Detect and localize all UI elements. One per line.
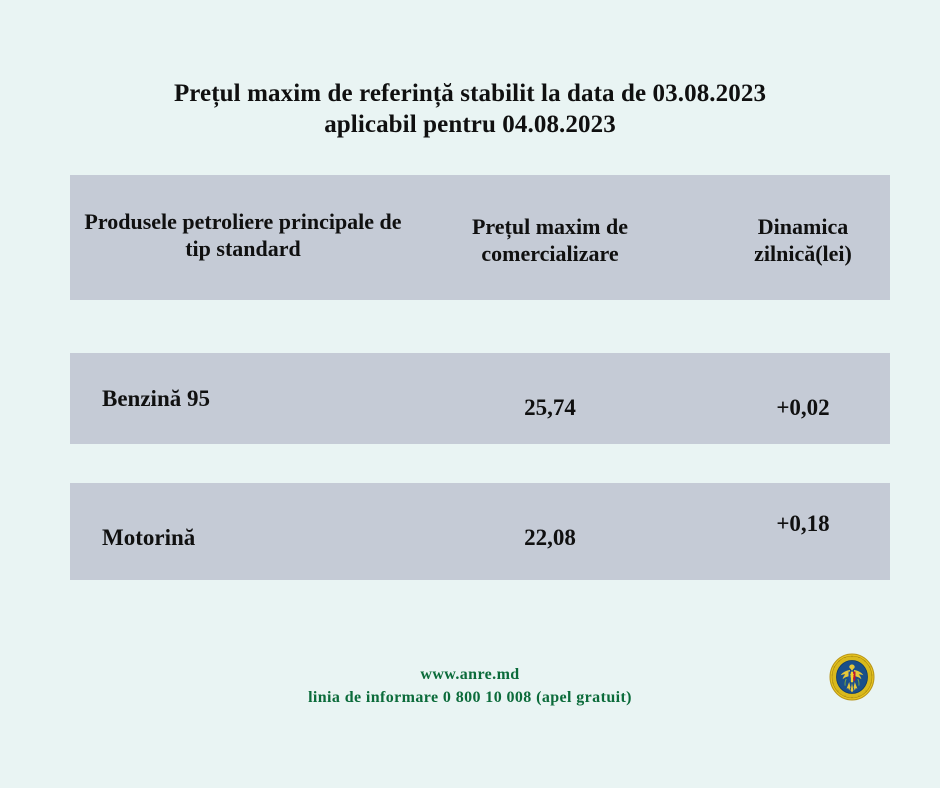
- footer-contact: www.anre.md linia de informare 0 800 10 …: [0, 663, 940, 709]
- table-header-row: Produsele petroliere principale de tip s…: [70, 175, 890, 300]
- footer-infoline: linia de informare 0 800 10 008 (apel gr…: [308, 689, 632, 706]
- column-header-price: Prețul maxim de comercializare: [471, 214, 628, 266]
- column-header-product: Produsele petroliere principale de tip s…: [84, 209, 402, 261]
- cell-product-name: Motorină: [102, 525, 196, 550]
- anre-emblem-icon: [828, 653, 876, 701]
- page-title: Prețul maxim de referință stabilit la da…: [0, 78, 940, 140]
- cell-max-price: 22,08: [524, 525, 576, 550]
- page-title-line-1: Prețul maxim de referință stabilit la da…: [173, 80, 767, 107]
- table-row: Benzină 95 25,74 +0,02: [70, 353, 890, 444]
- footer-website[interactable]: www.anre.md: [420, 666, 520, 683]
- cell-product-name: Benzină 95: [102, 386, 210, 411]
- cell-daily-change: +0,02: [776, 395, 830, 420]
- column-header-dynamic: Dinamica zilnică(lei): [754, 214, 852, 266]
- cell-daily-change: +0,18: [776, 511, 830, 536]
- cell-max-price: 25,74: [524, 395, 576, 420]
- table-row: Motorină 22,08 +0,18: [70, 483, 890, 580]
- page-title-line-2: aplicabil pentru 04.08.2023: [324, 111, 616, 138]
